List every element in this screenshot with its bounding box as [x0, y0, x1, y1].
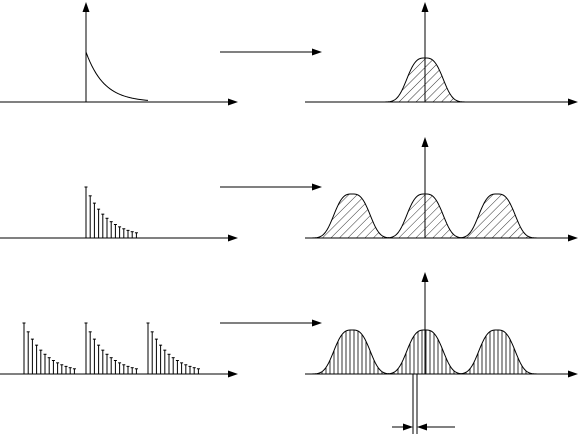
arrow-head: [421, 137, 429, 147]
arrow-head: [312, 183, 322, 191]
arrow-head: [568, 98, 578, 106]
arrow-head: [421, 272, 429, 282]
arrow-head: [403, 423, 413, 431]
arrow-head: [228, 98, 238, 106]
arrow-head: [312, 319, 322, 327]
arrow-head: [417, 423, 427, 431]
pulse: [456, 329, 538, 375]
pulse: [456, 193, 538, 239]
arrow-head: [568, 234, 578, 242]
pulse: [311, 329, 393, 375]
arrow-head: [421, 2, 429, 12]
arrow-head: [228, 370, 238, 378]
arrow-head: [228, 234, 238, 242]
arrow-head: [82, 2, 90, 12]
arrow-head: [568, 370, 578, 378]
decay-curve: [85, 50, 149, 101]
arrow-head: [312, 48, 322, 56]
pulse: [311, 193, 393, 239]
